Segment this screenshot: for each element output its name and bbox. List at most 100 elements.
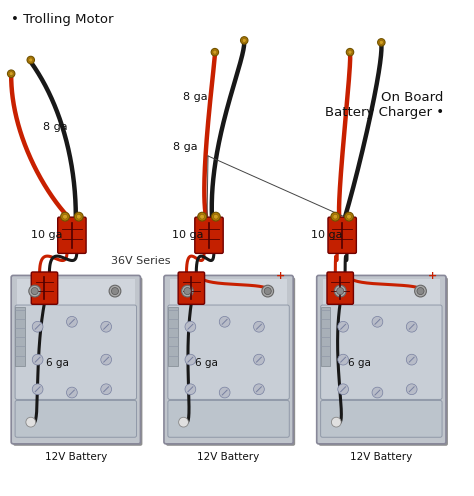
Circle shape — [415, 285, 427, 297]
FancyBboxPatch shape — [164, 275, 293, 444]
FancyBboxPatch shape — [178, 272, 205, 305]
Circle shape — [406, 354, 417, 365]
Bar — [15, 307, 25, 366]
Text: 6 ga: 6 ga — [195, 358, 218, 368]
Circle shape — [66, 316, 77, 327]
Circle shape — [346, 49, 354, 56]
Bar — [320, 307, 330, 366]
Circle shape — [101, 384, 111, 395]
Bar — [323, 279, 440, 309]
Bar — [17, 279, 135, 309]
FancyBboxPatch shape — [328, 217, 356, 253]
Circle shape — [334, 285, 346, 297]
FancyBboxPatch shape — [195, 217, 223, 253]
Circle shape — [333, 214, 338, 219]
Text: 10 ga: 10 ga — [311, 230, 342, 240]
FancyBboxPatch shape — [168, 305, 289, 399]
Circle shape — [213, 214, 218, 219]
FancyBboxPatch shape — [11, 275, 140, 444]
Circle shape — [331, 417, 341, 427]
Circle shape — [185, 384, 196, 395]
FancyBboxPatch shape — [15, 305, 137, 399]
Circle shape — [213, 50, 217, 54]
Circle shape — [254, 354, 264, 365]
Circle shape — [219, 387, 230, 398]
Circle shape — [211, 212, 220, 221]
Text: 10 ga: 10 ga — [172, 230, 203, 240]
Text: 8 ga: 8 ga — [173, 142, 197, 152]
Circle shape — [378, 39, 385, 46]
FancyBboxPatch shape — [320, 305, 442, 399]
Text: 6 ga: 6 ga — [348, 358, 371, 368]
Text: 12V Battery: 12V Battery — [350, 452, 412, 462]
FancyBboxPatch shape — [320, 400, 442, 437]
Circle shape — [185, 321, 196, 332]
Circle shape — [346, 214, 351, 219]
Circle shape — [338, 384, 348, 395]
Text: 36V Series: 36V Series — [111, 255, 171, 266]
Circle shape — [9, 71, 13, 76]
Circle shape — [264, 288, 271, 295]
FancyBboxPatch shape — [327, 272, 354, 305]
FancyBboxPatch shape — [58, 217, 86, 253]
Circle shape — [29, 285, 41, 297]
Circle shape — [32, 354, 43, 365]
Circle shape — [345, 212, 354, 221]
Circle shape — [111, 288, 118, 295]
Circle shape — [379, 40, 383, 45]
Bar — [170, 279, 287, 309]
Circle shape — [406, 321, 417, 332]
Text: 12V Battery: 12V Battery — [45, 452, 107, 462]
Circle shape — [338, 321, 348, 332]
Circle shape — [101, 321, 111, 332]
Circle shape — [31, 288, 38, 295]
Circle shape — [76, 214, 81, 219]
Text: On Board
Battery Charger •: On Board Battery Charger • — [325, 91, 444, 120]
Circle shape — [219, 316, 230, 327]
Text: 12V Battery: 12V Battery — [198, 452, 260, 462]
Circle shape — [63, 214, 67, 219]
Circle shape — [185, 354, 196, 365]
Text: +: + — [275, 271, 285, 281]
Bar — [168, 307, 178, 366]
Circle shape — [211, 49, 219, 56]
Circle shape — [182, 285, 193, 297]
FancyBboxPatch shape — [15, 400, 137, 437]
Text: 6 ga: 6 ga — [46, 358, 69, 368]
Circle shape — [417, 288, 424, 295]
Circle shape — [240, 37, 248, 44]
Circle shape — [66, 387, 77, 398]
Circle shape — [331, 212, 340, 221]
Circle shape — [32, 321, 43, 332]
Circle shape — [8, 70, 15, 77]
Circle shape — [254, 384, 264, 395]
Circle shape — [61, 212, 70, 221]
FancyBboxPatch shape — [317, 275, 446, 444]
Circle shape — [109, 285, 121, 297]
Text: +: + — [428, 271, 438, 281]
Circle shape — [200, 214, 205, 219]
Text: 8 ga: 8 ga — [182, 92, 207, 102]
Text: • Trolling Motor: • Trolling Motor — [11, 13, 114, 26]
Circle shape — [27, 56, 35, 63]
Circle shape — [198, 212, 207, 221]
Circle shape — [29, 58, 33, 62]
Circle shape — [74, 212, 83, 221]
Circle shape — [262, 285, 273, 297]
Circle shape — [372, 316, 383, 327]
FancyBboxPatch shape — [31, 272, 58, 305]
Circle shape — [242, 38, 246, 43]
Circle shape — [406, 384, 417, 395]
FancyBboxPatch shape — [166, 277, 295, 446]
Circle shape — [337, 288, 344, 295]
Text: 8 ga: 8 ga — [43, 123, 67, 132]
Circle shape — [26, 417, 36, 427]
Circle shape — [32, 384, 43, 395]
Text: 10 ga: 10 ga — [31, 230, 62, 240]
FancyBboxPatch shape — [13, 277, 142, 446]
FancyBboxPatch shape — [319, 277, 448, 446]
Circle shape — [184, 288, 191, 295]
Circle shape — [254, 321, 264, 332]
Circle shape — [101, 354, 111, 365]
Circle shape — [179, 417, 189, 427]
